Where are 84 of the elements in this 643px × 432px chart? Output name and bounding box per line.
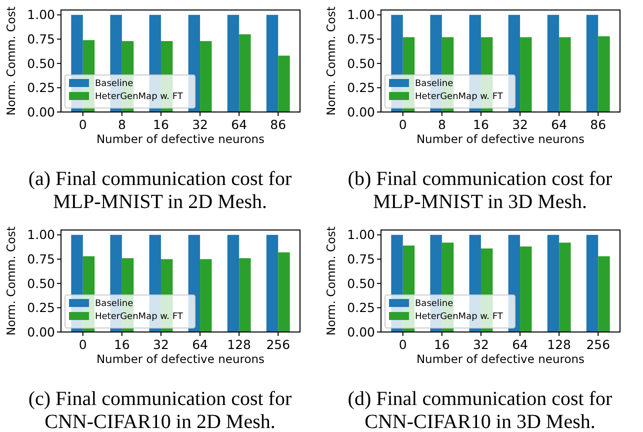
- y-tick-label: 0.75: [347, 252, 375, 267]
- x-tick-label: 16: [153, 117, 169, 132]
- x-tick-label: 256: [586, 337, 610, 352]
- y-axis-title: Norm. Comm. Cost: [4, 6, 18, 116]
- bar: [598, 256, 610, 332]
- bar: [239, 34, 251, 112]
- x-tick-label: 8: [118, 117, 126, 132]
- y-tick-label: 0.25: [347, 80, 375, 96]
- x-tick-label: 32: [153, 337, 169, 352]
- x-tick-label: 64: [551, 117, 568, 132]
- bar: [520, 37, 532, 112]
- y-tick-label: 1.00: [27, 7, 56, 22]
- x-tick-label: 86: [270, 117, 286, 132]
- y-tick-label: 0.00: [27, 104, 56, 120]
- legend-label: HeterGenMap w. FT: [95, 312, 184, 322]
- bar: [278, 252, 290, 332]
- x-tick-label: 16: [473, 117, 489, 132]
- x-tick-label: 86: [590, 117, 606, 132]
- legend-label: Baseline: [95, 299, 134, 310]
- bar: [547, 234, 560, 332]
- bar: [266, 14, 278, 112]
- x-tick-label: 32: [192, 117, 208, 132]
- y-tick-label: 0.25: [27, 300, 55, 316]
- x-tick-label: 256: [266, 337, 290, 352]
- y-tick-label: 0.50: [347, 56, 376, 71]
- y-tick-label: 0.00: [347, 104, 376, 120]
- y-axis-title: Norm. Comm. Cost: [324, 6, 338, 116]
- bar: [239, 258, 251, 332]
- y-tick-label: 0.50: [27, 56, 56, 71]
- y-tick-label: 0.75: [27, 252, 55, 267]
- bar: [200, 41, 212, 112]
- x-tick-label: 128: [547, 337, 572, 352]
- y-tick-label: 0.75: [27, 32, 55, 47]
- x-tick-label: 0: [78, 337, 87, 352]
- x-tick-label: 16: [114, 337, 130, 352]
- bar: [278, 56, 290, 112]
- x-tick-label: 32: [473, 337, 489, 352]
- x-tick-label: 16: [434, 337, 450, 352]
- legend-label: HeterGenMap w. FT: [415, 312, 504, 322]
- bar: [266, 234, 278, 332]
- bar: [200, 259, 212, 332]
- y-axis-title: Norm. Comm. Cost: [4, 226, 18, 336]
- x-tick-label: 64: [231, 117, 248, 132]
- legend-label: HeterGenMap w. FT: [415, 92, 504, 102]
- legend-label: Baseline: [415, 299, 454, 310]
- y-tick-label: 0.00: [27, 324, 56, 340]
- x-tick-label: 0: [78, 117, 87, 132]
- bar: [227, 234, 240, 332]
- text: (a) Final communication cost for MLP-MNIST in 2D Mesh.: [28, 168, 292, 213]
- y-tick-label: 0.50: [347, 276, 376, 291]
- bar: [559, 242, 571, 332]
- bar: [520, 246, 532, 332]
- x-tick-label: 8: [438, 117, 446, 132]
- bar: [227, 14, 240, 112]
- y-tick-label: 1.00: [347, 227, 376, 242]
- text: (b) Final communication cost for MLP-MNIST in 3D Mesh.: [348, 168, 613, 213]
- legend-label: HeterGenMap w. FT: [95, 92, 184, 102]
- y-tick-label: 0.50: [27, 276, 56, 291]
- y-axis-title: Norm. Comm. Cost: [324, 226, 338, 336]
- x-tick-label: 128: [227, 337, 252, 352]
- y-tick-label: 0.00: [347, 324, 376, 340]
- bar: [598, 36, 610, 112]
- x-axis-title: Number of defective neurons: [416, 132, 585, 146]
- text: (d) Final communication cost for CNN-CIFAR10 in 3D Mesh.: [348, 388, 613, 432]
- x-tick-label: 64: [192, 337, 208, 352]
- x-axis-title: Number of defective neurons: [416, 352, 585, 366]
- x-tick-label: 64: [512, 337, 528, 352]
- bar: [547, 14, 560, 112]
- y-tick-label: 0.25: [27, 80, 55, 96]
- legend-label: Baseline: [95, 79, 134, 90]
- y-tick-label: 0.75: [347, 32, 375, 47]
- y-tick-label: 1.00: [347, 7, 376, 22]
- x-axis-title: Number of defective neurons: [96, 132, 265, 146]
- x-tick-label: 32: [512, 117, 528, 132]
- y-tick-label: 0.25: [347, 300, 375, 316]
- x-tick-label: 0: [398, 117, 407, 132]
- text: (c) Final communication cost for CNN-CIFAR10 in 2D Mesh.: [28, 388, 292, 432]
- y-tick-label: 1.00: [27, 227, 56, 242]
- legend-label: Baseline: [415, 79, 454, 90]
- bar: [586, 14, 598, 112]
- bar: [559, 37, 571, 112]
- x-axis-title: Number of defective neurons: [96, 352, 265, 366]
- bar: [586, 234, 598, 332]
- x-tick-label: 0: [398, 337, 407, 352]
